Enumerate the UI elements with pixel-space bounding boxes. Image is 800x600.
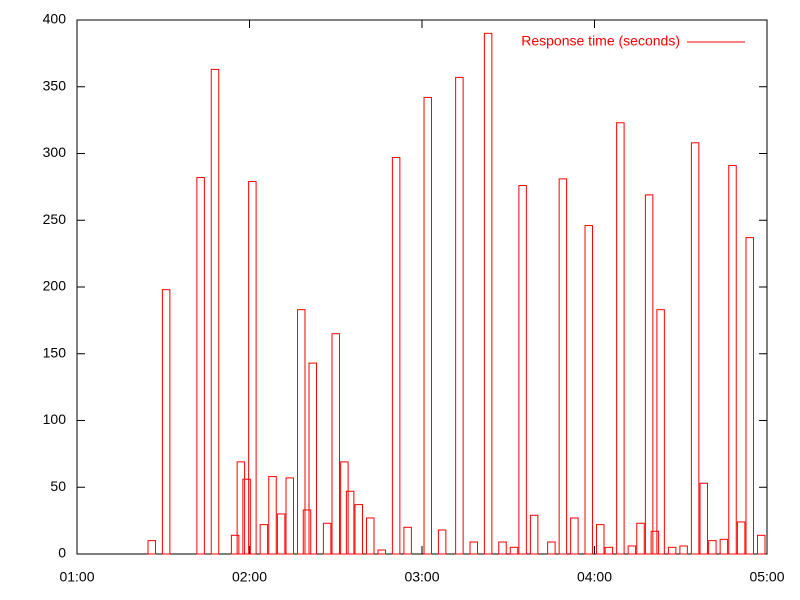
- box: [570, 517, 579, 555]
- box: [147, 540, 156, 555]
- box: [391, 157, 401, 555]
- y-tick-label: 200: [43, 278, 67, 294]
- box: [345, 490, 355, 555]
- box: [667, 546, 677, 555]
- box: [230, 534, 240, 555]
- box: [627, 545, 637, 555]
- box: [268, 476, 277, 555]
- box: [604, 546, 614, 555]
- box: [354, 504, 363, 555]
- box: [308, 362, 317, 555]
- x-tick-label: 05:00: [749, 569, 784, 585]
- box: [242, 478, 251, 555]
- box: [331, 333, 340, 555]
- box: [558, 178, 568, 555]
- box: [728, 165, 737, 555]
- box: [248, 181, 257, 555]
- y-tick-label: 300: [43, 144, 67, 160]
- box: [483, 32, 493, 555]
- box: [340, 461, 349, 555]
- box: [745, 237, 754, 555]
- box: [259, 524, 269, 555]
- box: [529, 514, 539, 555]
- box: [455, 76, 464, 555]
- x-tick-label: 03:00: [404, 569, 439, 585]
- box: [196, 177, 205, 555]
- box: [403, 526, 412, 555]
- box: [322, 522, 332, 555]
- box: [161, 289, 171, 555]
- box: [584, 225, 593, 555]
- box: [644, 194, 654, 555]
- box: [423, 96, 432, 555]
- box: [469, 541, 478, 555]
- box: [690, 142, 700, 555]
- box: [236, 461, 246, 555]
- y-tick-label: 400: [43, 11, 67, 27]
- y-tick-label: 100: [43, 411, 67, 427]
- box: [518, 185, 527, 555]
- y-tick-label: 350: [43, 77, 67, 93]
- box: [285, 477, 294, 555]
- box: [596, 524, 605, 555]
- y-tick-label: 0: [58, 545, 66, 561]
- box: [650, 530, 660, 555]
- box: [699, 482, 708, 555]
- legend-label: Response time (seconds): [521, 33, 680, 49]
- box: [719, 538, 729, 555]
- box: [636, 522, 645, 555]
- box: [509, 546, 519, 555]
- x-tick-label: 04:00: [577, 569, 612, 585]
- x-tick-label: 01:00: [59, 569, 94, 585]
- box: [302, 509, 312, 555]
- box: [276, 513, 286, 555]
- box: [377, 549, 386, 555]
- box: [547, 541, 556, 555]
- box: [679, 545, 688, 555]
- box: [210, 68, 220, 555]
- box: [616, 122, 625, 555]
- box: [656, 309, 665, 555]
- box: [736, 521, 746, 555]
- y-tick-label: 50: [50, 478, 66, 494]
- box: [366, 517, 375, 555]
- box: [708, 540, 717, 555]
- box: [297, 309, 306, 555]
- box: [437, 529, 447, 555]
- y-tick-label: 250: [43, 211, 67, 227]
- plot-frame: [76, 19, 768, 555]
- y-tick-label: 150: [43, 344, 67, 360]
- box: [498, 541, 507, 555]
- x-tick-label: 02:00: [232, 569, 267, 585]
- box: [757, 534, 766, 555]
